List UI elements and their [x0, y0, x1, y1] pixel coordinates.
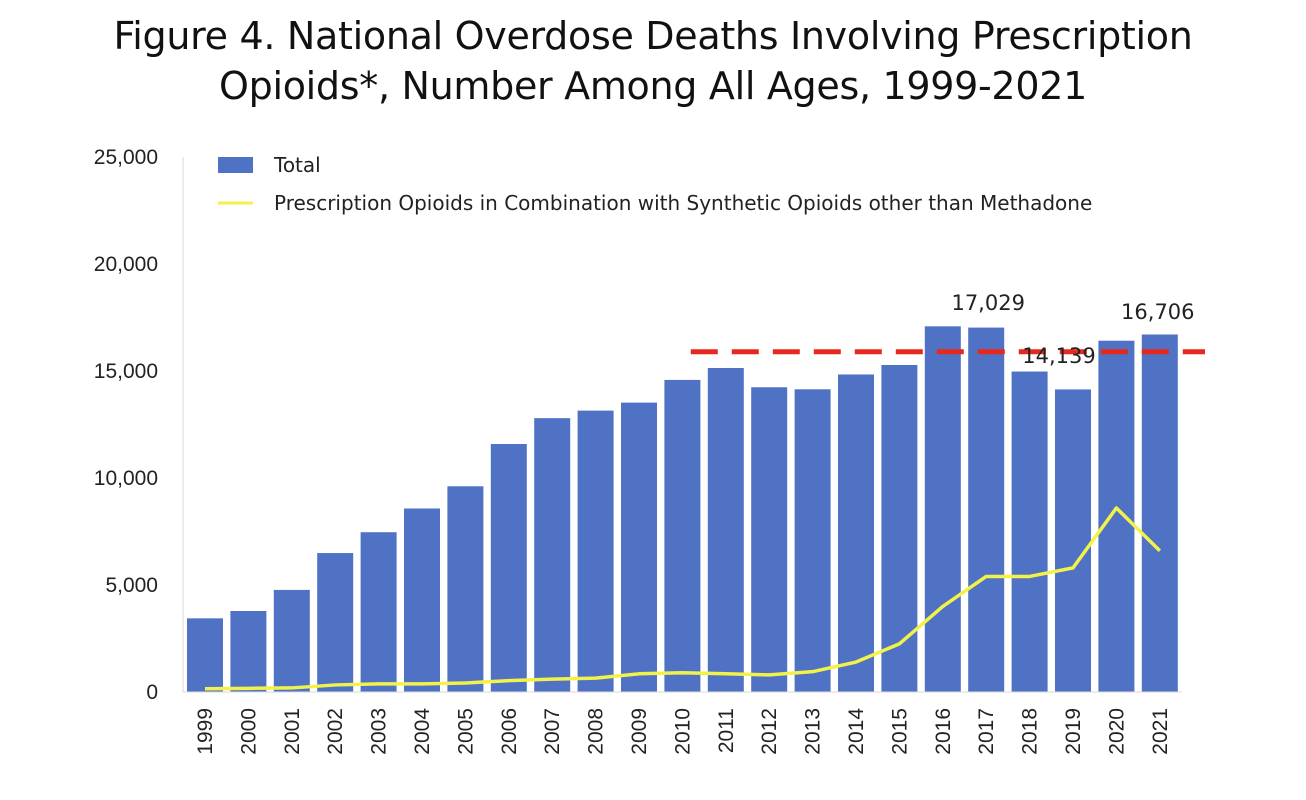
x-tick-label-2010: 2010: [671, 708, 694, 755]
x-tick-label-2015: 2015: [888, 708, 911, 755]
bar-2003: [360, 532, 397, 692]
y-tick-label: 25,000: [94, 146, 158, 169]
bar-1999: [187, 618, 223, 692]
x-tick-label-2005: 2005: [454, 708, 477, 755]
x-tick-label-2014: 2014: [845, 708, 868, 755]
bar-2001: [273, 589, 310, 692]
data-label-2021: 16,706: [1121, 300, 1194, 324]
data-label-2017: 17,029: [951, 291, 1024, 315]
bar-2006: [490, 443, 527, 692]
bar-2018: [1011, 371, 1048, 692]
x-tick-label-2000: 2000: [237, 708, 260, 755]
bar-2012: [751, 387, 788, 692]
y-tick-label: 10,000: [94, 467, 158, 490]
x-tick-label-2018: 2018: [1019, 708, 1042, 755]
x-tick-label-2021: 2021: [1149, 708, 1172, 755]
bar-2017: [968, 327, 1005, 692]
line-series-combination: [204, 506, 1162, 691]
bar-2015: [881, 364, 918, 692]
legend-label-total: Total: [273, 153, 321, 177]
x-tick-label-2007: 2007: [541, 708, 564, 755]
y-axis: 0 5,000 10,000 15,000 20,000 25,000: [94, 146, 184, 704]
x-tick-label-2003: 2003: [368, 708, 391, 755]
bar-2009: [621, 402, 657, 692]
data-label-2019: 14,139: [1022, 344, 1095, 368]
bar-2008: [577, 410, 614, 692]
x-tick-label-2001: 2001: [281, 708, 304, 755]
legend-label-combination: Prescription Opioids in Combination with…: [274, 191, 1092, 215]
x-tick-label-2020: 2020: [1105, 708, 1128, 755]
y-tick-label: 5,000: [105, 574, 158, 597]
x-tick-label-2013: 2013: [802, 708, 825, 755]
bar-2010: [664, 379, 701, 692]
data-labels: 17,029 14,139 16,706: [951, 291, 1194, 368]
legend: Total Prescription Opioids in Combinatio…: [218, 153, 1092, 215]
chart-title-line-1: Figure 4. National Overdose Deaths Invol…: [113, 14, 1193, 58]
x-tick-label-2012: 2012: [758, 708, 781, 755]
y-tick-label: 15,000: [94, 360, 158, 383]
bar-2019: [1055, 389, 1091, 692]
x-tick-label-2019: 2019: [1062, 708, 1085, 755]
bar-2005: [447, 486, 484, 692]
x-tick-label-2008: 2008: [585, 708, 608, 755]
x-axis: 1999 2000 2001 2002 2003 2004 2005 2006 2007 2008…: [183, 691, 1182, 755]
x-tick-label-2004: 2004: [411, 708, 434, 755]
x-tick-label-2009: 2009: [628, 708, 651, 755]
bar-2000: [230, 611, 267, 692]
bar-2013: [794, 389, 831, 692]
x-tick-label-2017: 2017: [975, 708, 998, 755]
bar-2011: [707, 368, 744, 692]
bar-series-total: [187, 326, 1178, 692]
y-tick-label: 0: [146, 681, 158, 704]
chart-title-line-2: Opioids*, Number Among All Ages, 1999-20…: [219, 64, 1087, 108]
bar-2014: [838, 374, 874, 692]
bar-2002: [317, 553, 354, 692]
x-tick-label-2002: 2002: [324, 708, 347, 755]
legend-swatch-total: [218, 157, 253, 173]
x-tick-label-2006: 2006: [498, 708, 521, 755]
bar-2016: [924, 326, 961, 692]
x-tick-label-2016: 2016: [932, 708, 955, 755]
bar-2020: [1098, 340, 1135, 692]
x-tick-label-1999: 1999: [194, 708, 217, 755]
y-tick-label: 20,000: [94, 253, 158, 276]
bar-2021: [1141, 334, 1178, 692]
bar-2004: [404, 508, 440, 692]
bar-2007: [534, 418, 571, 692]
x-tick-label-2011: 2011: [715, 708, 738, 753]
